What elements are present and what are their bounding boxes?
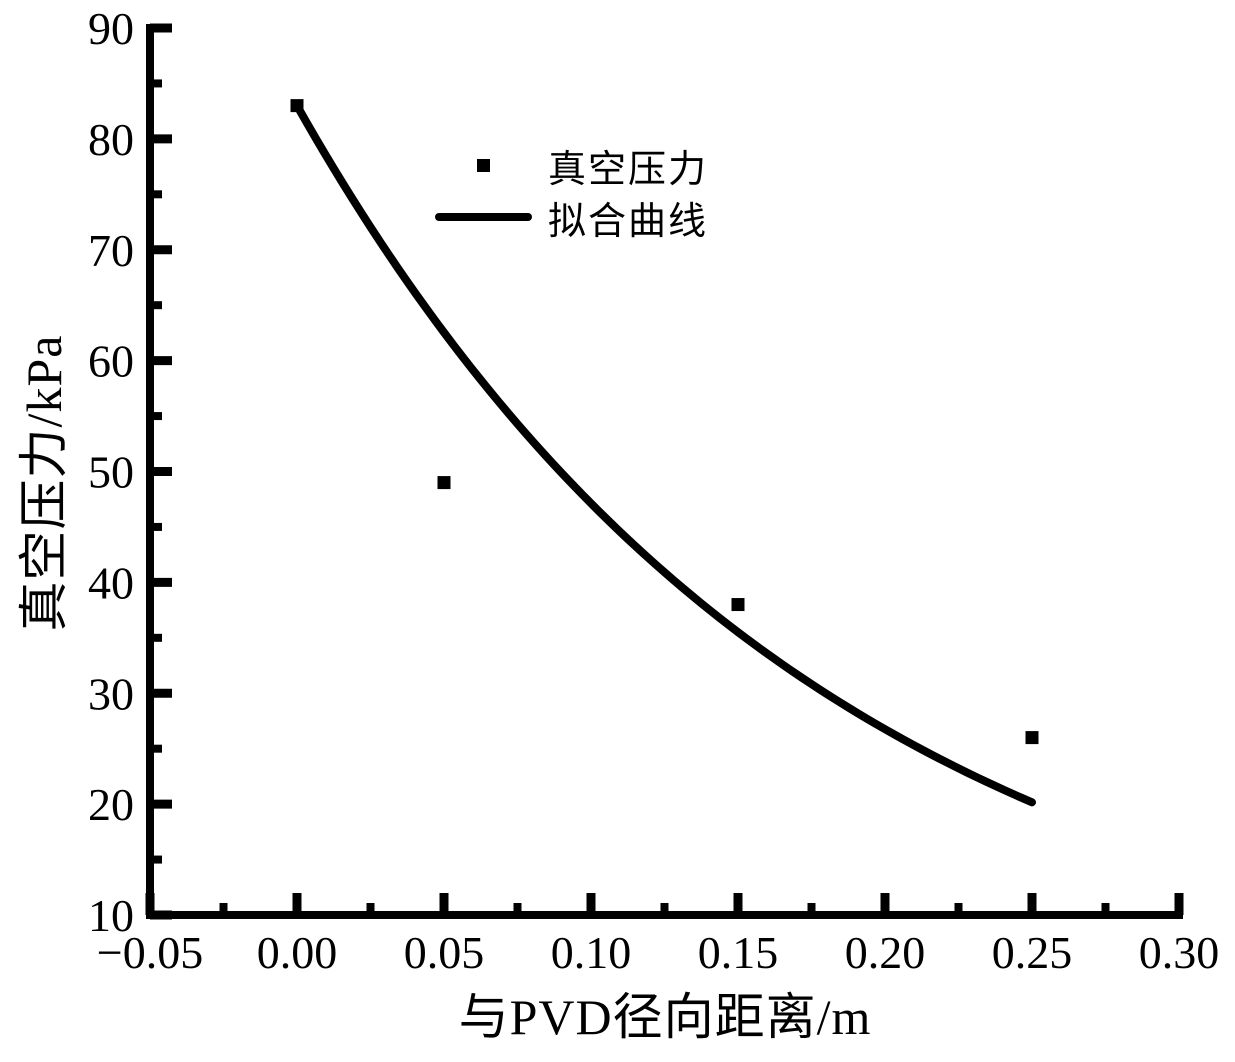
legend-symbol-cell: [433, 158, 533, 172]
x-tick-label: 0.15: [698, 927, 779, 978]
fitted-curve: [293, 101, 1036, 807]
legend-item-vacuum-pressure: 真空压力: [433, 139, 708, 191]
y-tick-label: 70: [88, 225, 134, 276]
y-tick-label: 10: [88, 890, 134, 941]
y-axis-title: 真空压力/kPa: [16, 334, 72, 632]
y-tick-label: 90: [88, 3, 134, 54]
x-tick-label: 0.20: [845, 927, 926, 978]
x-tick-label: 0.00: [257, 927, 338, 978]
x-tick-label: 0.10: [551, 927, 632, 978]
square-marker-icon: [476, 158, 490, 172]
y-tick-label: 50: [88, 447, 134, 498]
y-tick-label: 20: [88, 779, 134, 830]
legend-item-fitted-curve: 拟合曲线: [433, 191, 708, 243]
y-tick-label: 40: [88, 557, 134, 608]
y-tick-label: 60: [88, 336, 134, 387]
x-tick-label: 0.30: [1139, 927, 1220, 978]
legend-label-fitted-curve: 拟合曲线: [548, 200, 709, 243]
y-tick-label: 80: [88, 114, 134, 165]
x-tick-label: 0.25: [992, 927, 1073, 978]
data-point-marker: [731, 598, 745, 612]
legend: 真空压力 拟合曲线: [433, 139, 708, 243]
x-axis-title: 与PVD径向距离/m: [458, 989, 872, 1045]
data-point-marker: [1025, 731, 1039, 745]
legend-symbol-cell: [433, 213, 533, 221]
x-tick-label: 0.05: [404, 927, 485, 978]
legend-label-vacuum-pressure: 真空压力: [548, 148, 709, 191]
data-point-marker: [437, 476, 451, 490]
y-tick-label: 30: [88, 668, 134, 719]
data-point-marker: [290, 99, 304, 113]
line-marker-icon: [434, 213, 532, 221]
x-tick-label: −0.05: [97, 927, 203, 978]
